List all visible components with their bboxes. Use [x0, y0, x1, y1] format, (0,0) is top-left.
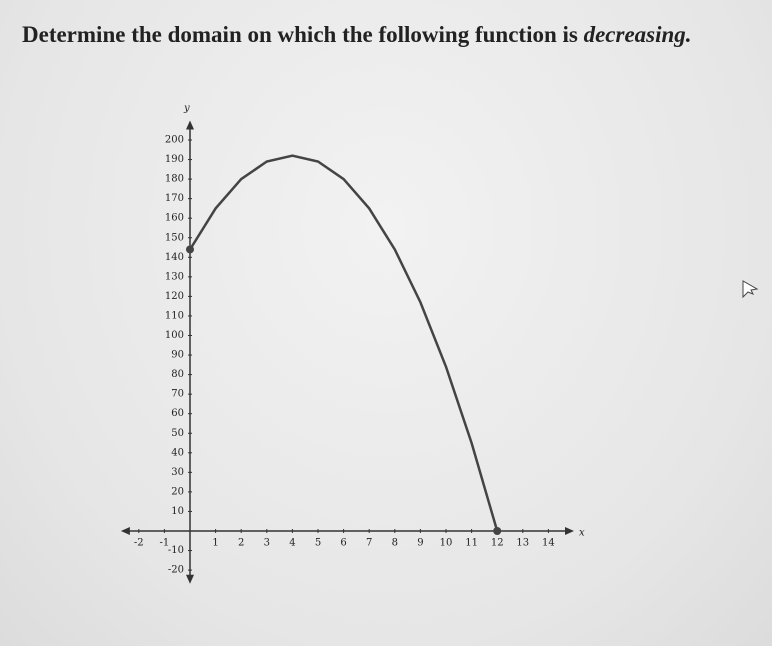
y-tick-label: 160 — [165, 213, 184, 224]
y-tick-label: 100 — [165, 330, 184, 341]
x-tick-label: 3 — [264, 538, 270, 549]
x-tick-label: 9 — [417, 538, 423, 549]
y-tick-label: 120 — [165, 291, 184, 302]
curve — [188, 154, 499, 532]
x-tick-label: 14 — [542, 538, 555, 549]
y-tick-label: 30 — [171, 467, 184, 478]
x-tick-label: 12 — [491, 538, 504, 549]
question: Determine the domain on which the follow… — [22, 22, 692, 48]
y-tick-label: 10 — [171, 506, 184, 517]
x-axis-label: x — [579, 528, 585, 539]
y-axis-label: y — [183, 103, 190, 114]
x-tick-label: -1 — [160, 538, 170, 549]
x-axis-arrow — [565, 527, 574, 535]
x-tick-label: 4 — [289, 538, 295, 549]
y-tick-label: 200 — [165, 135, 184, 146]
x-tick-label: 5 — [315, 538, 321, 549]
cursor-icon — [742, 280, 759, 299]
x-tick-label: 2 — [238, 538, 244, 549]
y-tick-label: 180 — [165, 174, 184, 185]
y-axis-arrow — [186, 574, 194, 584]
x-tick-label: 11 — [465, 538, 478, 549]
x-tick-label: 7 — [366, 538, 372, 549]
x-tick-label: -2 — [134, 538, 144, 549]
y-tick-label: -10 — [168, 545, 184, 556]
y-axis-arrow — [186, 120, 194, 130]
y-tick-label: 170 — [165, 193, 184, 204]
question-text: Determine the domain on which the follow… — [22, 22, 578, 47]
question-emphasis: decreasing. — [583, 22, 692, 47]
x-tick-label: 8 — [392, 538, 398, 549]
x-tick-label: 13 — [516, 538, 529, 549]
y-tick-label: 140 — [165, 252, 184, 263]
x-tick-label: 1 — [212, 538, 218, 549]
y-tick-label: -20 — [168, 565, 184, 576]
x-axis-arrow — [120, 527, 130, 535]
endpoint — [186, 245, 194, 254]
x-tick-label: 6 — [340, 538, 346, 549]
y-tick-label: 70 — [171, 389, 184, 400]
x-tick-label: 10 — [440, 538, 453, 549]
y-tick-label: 110 — [165, 310, 184, 321]
y-tick-label: 60 — [171, 408, 184, 419]
y-tick-label: 150 — [165, 232, 184, 243]
y-tick-label: 40 — [171, 447, 184, 458]
y-tick-label: 50 — [171, 428, 184, 439]
y-tick-label: 190 — [165, 154, 184, 165]
endpoint — [493, 527, 502, 535]
y-tick-label: 20 — [171, 486, 184, 497]
y-tick-label: 90 — [171, 350, 184, 361]
y-tick-label: 130 — [165, 271, 184, 282]
y-tick-label: 80 — [171, 369, 184, 380]
